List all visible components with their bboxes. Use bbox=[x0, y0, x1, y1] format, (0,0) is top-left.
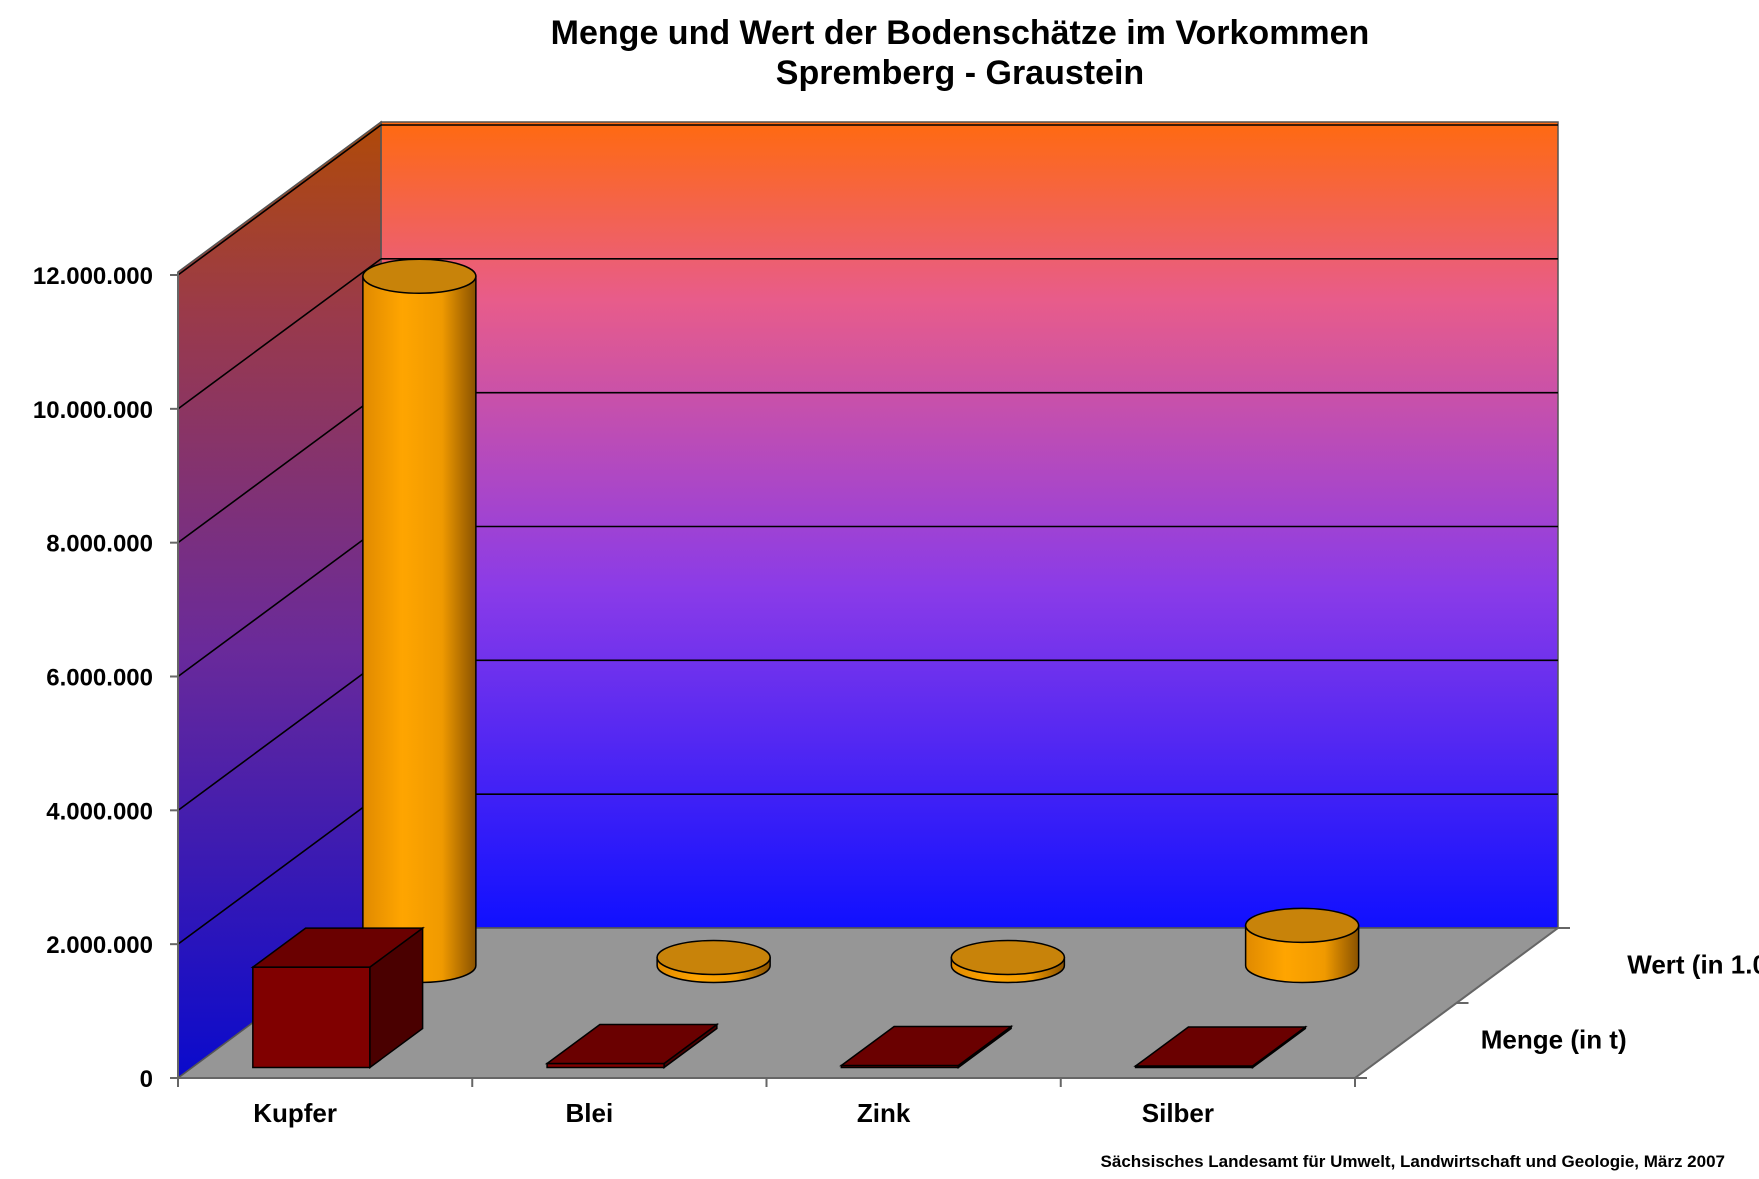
gridline-side bbox=[177, 124, 382, 276]
bar-blei-menge bbox=[544, 1022, 720, 1069]
series-label: Menge (in t) bbox=[1481, 1025, 1627, 1055]
chart-marks bbox=[250, 258, 1360, 1069]
cylinder-top bbox=[950, 939, 1066, 976]
x-tick-label: Zink bbox=[857, 1098, 911, 1128]
gridline-side bbox=[177, 392, 382, 544]
bar-kupfer-menge bbox=[250, 926, 425, 1069]
box-top bbox=[250, 927, 425, 968]
bar-blei-wert bbox=[656, 939, 771, 984]
bar-zink-menge bbox=[839, 1025, 1014, 1069]
gridline-side bbox=[177, 258, 382, 410]
cylinder-top bbox=[362, 258, 477, 295]
box-top bbox=[1133, 1026, 1308, 1067]
axes bbox=[170, 272, 1570, 1087]
x-tick-label: Blei bbox=[566, 1098, 614, 1128]
box-top bbox=[839, 1025, 1014, 1067]
y-tick-label: 4.000.000 bbox=[46, 798, 153, 825]
chart-title: Menge und Wert der Bodenschätze im Vorko… bbox=[551, 14, 1370, 52]
cylinder-top bbox=[656, 939, 771, 976]
y-tick-label: 6.000.000 bbox=[46, 665, 153, 692]
back-wall bbox=[380, 121, 1559, 929]
x-tick-label: Silber bbox=[1142, 1098, 1214, 1128]
y-tick-label: 0 bbox=[140, 1066, 153, 1093]
cylinder-top bbox=[1244, 907, 1360, 944]
gridline-side bbox=[177, 793, 382, 945]
gridline-side bbox=[177, 525, 382, 678]
chart-subtitle: Spremberg - Graustein bbox=[776, 54, 1144, 92]
cylinder-body bbox=[362, 275, 477, 984]
y-tick-label: 10.000.000 bbox=[33, 397, 153, 424]
gridline-side bbox=[177, 659, 382, 811]
box-top bbox=[544, 1023, 720, 1065]
bar-silber-menge bbox=[1133, 1025, 1308, 1069]
series-label: Wert (in 1.000 $) bbox=[1627, 950, 1759, 980]
y-tick-label: 8.000.000 bbox=[46, 531, 153, 558]
x-tick-label: Kupfer bbox=[253, 1098, 337, 1128]
bar-silber-wert bbox=[1244, 907, 1360, 984]
source-note: Sächsisches Landesamt für Umwelt, Landwi… bbox=[1101, 1152, 1725, 1171]
bar-zink-wert bbox=[950, 939, 1066, 984]
axis-labels: 0 2.000.000 4.000.000 6.000.000 8.000.000 10.… bbox=[33, 263, 1759, 1128]
bar-kupfer-wert bbox=[362, 258, 477, 984]
gridlines bbox=[177, 124, 1558, 945]
box-front bbox=[252, 966, 371, 1069]
y-tick-label: 2.000.000 bbox=[46, 932, 153, 959]
y-tick-label: 12.000.000 bbox=[33, 263, 153, 290]
